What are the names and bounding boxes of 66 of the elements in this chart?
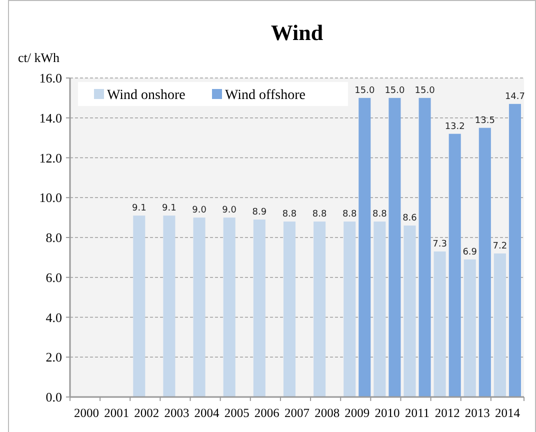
legend-label: Wind offshore — [225, 88, 306, 103]
data-label: 6.9 — [462, 247, 478, 258]
y-tick-label: 0.0 — [46, 390, 62, 405]
data-label: 13.2 — [444, 122, 465, 132]
bar — [253, 220, 266, 397]
bar — [434, 251, 446, 397]
x-tick-label: 2003 — [164, 406, 190, 420]
bar — [133, 216, 146, 397]
bar — [374, 222, 386, 397]
chart-title: Wind — [270, 20, 324, 45]
x-tick-label: 2008 — [314, 406, 340, 420]
bar — [464, 259, 476, 397]
y-tick-label: 16.0 — [39, 70, 62, 86]
bar — [314, 222, 326, 397]
x-tick-label: 2009 — [344, 406, 370, 420]
bar — [404, 226, 416, 397]
x-tick-label: 2013 — [464, 406, 490, 420]
x-tick-label: 2000 — [74, 406, 100, 420]
bar — [448, 134, 461, 397]
y-tick-label: 2.0 — [46, 350, 62, 365]
bar — [163, 216, 176, 397]
bar — [388, 98, 401, 397]
bar — [193, 218, 206, 397]
y-tick-label: 14.0 — [39, 110, 62, 126]
data-label: 8.8 — [372, 210, 388, 220]
data-label: 8.9 — [252, 208, 267, 218]
x-tick-label: 2001 — [104, 406, 130, 420]
x-tick-label: 2012 — [434, 406, 460, 420]
bar — [418, 98, 431, 397]
bar — [494, 253, 506, 397]
data-label: 15.0 — [414, 86, 436, 96]
data-label: 13.5 — [474, 116, 495, 126]
bar — [223, 218, 236, 397]
bar — [358, 98, 371, 397]
data-label: 9.1 — [162, 204, 176, 214]
x-tick-label: 2011 — [404, 406, 430, 420]
bar — [508, 104, 521, 397]
x-tick-label: 2004 — [194, 406, 220, 420]
data-label: 9.0 — [222, 206, 237, 216]
data-label: 15.0 — [384, 86, 406, 96]
y-tick-label: 6.0 — [46, 270, 62, 285]
x-tick-label: 2010 — [374, 406, 400, 420]
x-tick-label: 2007 — [284, 406, 310, 420]
data-label: 7.2 — [492, 241, 508, 252]
bar — [283, 222, 296, 397]
x-tick-label: 2005 — [224, 406, 250, 420]
data-label: 9.0 — [192, 206, 207, 216]
x-tick-label: 2006 — [254, 406, 280, 420]
bar — [344, 222, 356, 397]
bar — [478, 128, 491, 397]
y-tick-label: 8.0 — [46, 230, 62, 246]
data-label: 9.1 — [132, 204, 146, 214]
data-label: 8.8 — [342, 210, 358, 220]
x-tick-label: 2014 — [494, 406, 521, 420]
data-label: 14.7 — [504, 92, 526, 102]
data-label: 7.3 — [432, 239, 447, 250]
legend-label: Wind onshore — [107, 88, 186, 103]
y-axis-title: ct/ kWh — [18, 50, 60, 65]
data-label: 8.6 — [402, 214, 418, 224]
data-label: 8.8 — [282, 210, 297, 220]
y-tick-label: 10.0 — [39, 190, 62, 206]
y-tick-label: 12.0 — [39, 150, 62, 166]
y-tick-label: 4.0 — [46, 310, 62, 325]
data-label: 15.0 — [354, 86, 375, 96]
x-tick-label: 2002 — [134, 406, 160, 420]
data-label: 8.8 — [312, 210, 327, 220]
